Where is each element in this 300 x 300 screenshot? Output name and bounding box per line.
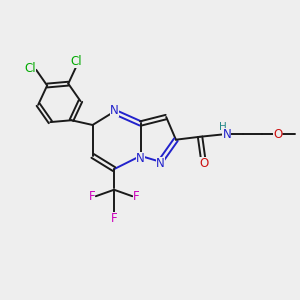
Text: N: N	[156, 157, 165, 170]
Text: O: O	[273, 128, 282, 141]
Text: N: N	[223, 128, 231, 141]
Text: Cl: Cl	[24, 62, 35, 75]
Text: F: F	[111, 212, 117, 224]
Text: H: H	[219, 122, 227, 132]
Text: Cl: Cl	[70, 55, 82, 68]
Text: F: F	[133, 190, 140, 203]
Text: F: F	[89, 190, 95, 203]
Text: N: N	[136, 152, 145, 165]
Text: O: O	[199, 157, 208, 170]
Text: N: N	[110, 104, 119, 117]
